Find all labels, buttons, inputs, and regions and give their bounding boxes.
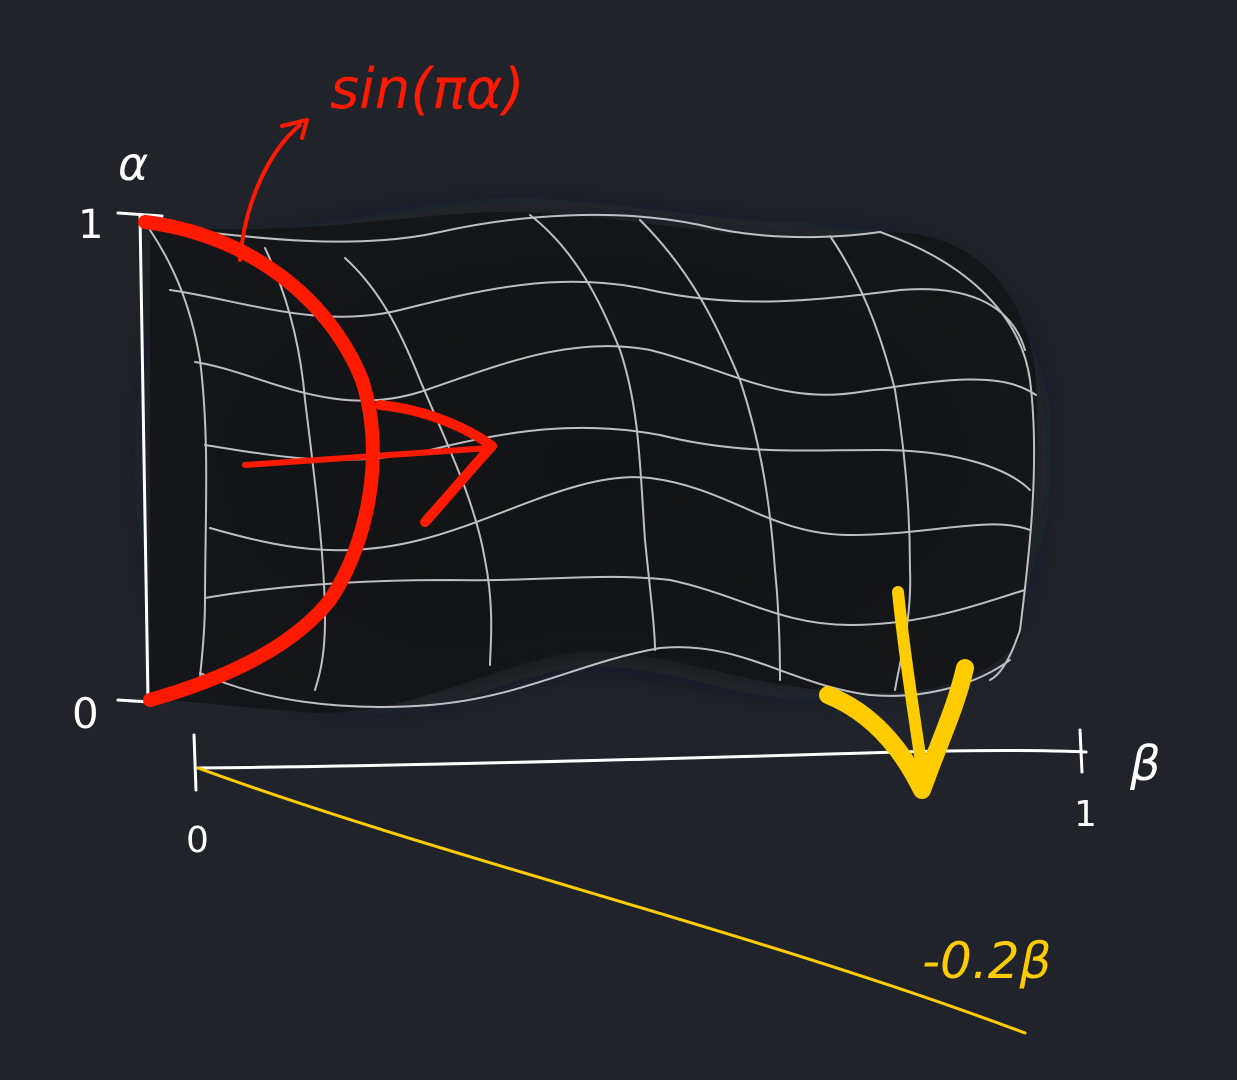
mesh-col-3 bbox=[344, 257, 493, 666]
red-pointer-head bbox=[280, 118, 309, 140]
yellow-slope-line bbox=[196, 766, 1027, 1035]
sin-expression: sin(πα) bbox=[330, 57, 525, 122]
beta-axis-label: β bbox=[1129, 736, 1161, 792]
mesh-col-7 bbox=[879, 231, 1036, 681]
beta-zero-label: 0 bbox=[186, 820, 209, 861]
mesh-col-4 bbox=[529, 214, 656, 651]
sin-curve-annotation bbox=[138, 118, 497, 707]
alpha-tick-one bbox=[116, 211, 164, 218]
beta-one-label: 1 bbox=[1074, 794, 1097, 835]
mesh-col-2 bbox=[264, 247, 326, 691]
alpha-zero-label: 0 bbox=[72, 689, 99, 738]
alpha-axis-label: α bbox=[118, 137, 148, 191]
red-pointer-line bbox=[238, 123, 302, 262]
neg-beta-expression: -0.2β bbox=[922, 932, 1051, 990]
mesh-row-3 bbox=[194, 344, 1037, 402]
yellow-arrow-head bbox=[819, 659, 974, 799]
mesh-row-1 bbox=[149, 213, 881, 243]
yellow-annotation bbox=[196, 586, 1027, 1035]
surface-fill bbox=[150, 211, 1037, 713]
red-arrow-head bbox=[375, 400, 497, 527]
mesh-row-6 bbox=[204, 575, 1026, 626]
mesh-col-5 bbox=[639, 219, 781, 681]
beta-tick-one bbox=[1078, 728, 1084, 774]
beta-axis-line bbox=[196, 749, 1088, 770]
mesh-col-1 bbox=[149, 229, 208, 681]
yellow-arrow-shaft bbox=[892, 586, 931, 796]
red-arrow-shaft bbox=[242, 445, 493, 468]
sin-curve bbox=[138, 215, 380, 707]
alpha-one-label: 1 bbox=[78, 202, 103, 248]
mesh-row-7 bbox=[199, 646, 1011, 708]
beta-axis bbox=[192, 728, 1088, 792]
alpha-axis-line bbox=[138, 213, 150, 702]
beta-tick-zero bbox=[192, 733, 198, 792]
